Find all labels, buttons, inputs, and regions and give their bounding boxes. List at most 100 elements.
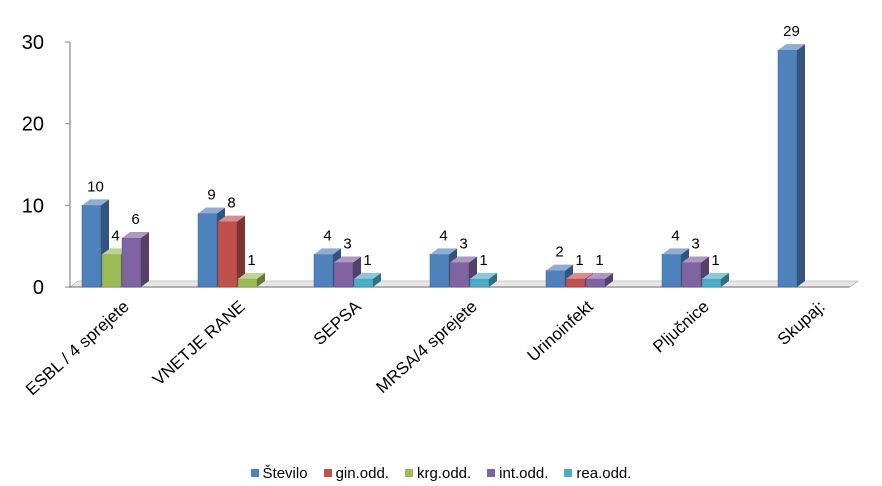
bar-front [237,278,258,288]
bars [81,44,805,288]
bar-side [373,272,381,287]
data-label: 3 [343,236,351,253]
bar-front [469,278,490,288]
bar-top [218,215,245,222]
bar-front [81,205,102,288]
data-label: 10 [87,178,104,195]
bar [237,272,265,288]
data-label: 1 [479,252,487,269]
legend-item: rea.odd. [564,465,631,482]
data-label: 1 [247,252,255,269]
bar-front [333,262,354,288]
data-label: 2 [555,244,563,261]
bar-side [489,272,497,287]
bar [469,272,497,288]
data-label: 3 [459,236,467,253]
bar-top [546,264,573,271]
legend-item: gin.odd. [323,464,389,482]
legend-swatch [564,469,573,477]
bar-side [721,272,729,287]
bar-front [777,49,798,288]
bar-top [450,256,477,263]
category-label: Skupaj: [774,297,829,349]
bar-top [470,272,497,279]
category-label: Pljučnice [649,297,712,357]
bar-top [238,272,265,279]
bar-top [354,272,381,279]
bar-side [797,44,805,287]
data-label: 9 [207,187,215,204]
axes: 0 10 20 30 ESBL / 4 sprejete VNETJE RANE SEPSA… [22,32,859,399]
bar [217,215,245,288]
legend-item: Število [250,464,308,482]
bar-top [682,256,709,263]
legend-swatch [250,469,259,477]
bar-front [197,213,218,288]
category-label: SEPSA [310,296,365,348]
data-label: 29 [783,23,800,40]
bar [777,44,805,288]
legend-label: int.odd. [499,464,549,482]
bar-front [681,262,702,288]
data-label: 4 [111,227,119,244]
y-tick-label: 0 [33,277,44,299]
y-tick-label: 10 [22,195,44,217]
bar-top [702,272,729,279]
bar-front [121,237,142,288]
bar-top [662,248,689,255]
bar-front [661,254,682,288]
y-tick-label: 20 [22,114,44,136]
data-label: 4 [439,227,447,244]
bar-top [586,272,613,279]
bar-top [122,232,149,238]
bar-front [217,221,238,288]
legend: Število gin.odd. krg.odd. int.odd. rea.odd. [0,462,882,484]
bar-front [449,262,470,288]
legend-item: krg.odd. [404,464,472,482]
legend-label: gin.odd. [335,464,389,482]
bar-top [334,256,361,263]
data-label: 3 [691,236,699,253]
bar-top [430,248,457,255]
data-label: 1 [711,252,719,269]
bar-front [585,278,606,288]
bar-front [701,278,722,288]
category-label: MRSA/4 sprejete [372,297,480,397]
chart: 0 10 20 30 ESBL / 4 sprejete VNETJE RANE SEPSA… [22,23,859,399]
data-label: 4 [671,227,679,244]
bar-front [565,278,586,288]
legend-swatch [323,469,332,477]
bar [701,272,729,288]
legend-swatch [404,469,413,477]
bar-side [237,215,245,287]
bar-top [566,272,593,279]
bar-top [314,248,341,255]
category-label: ESBL / 4 sprejete [22,297,133,399]
data-label: 6 [131,211,139,228]
bar [585,272,613,288]
bar-top [198,207,225,214]
data-label: 4 [323,227,331,244]
bar-side [141,232,149,287]
bar-side [257,272,265,287]
bar-top [778,44,805,51]
bar-front [353,278,374,288]
legend-label: krg.odd. [416,464,472,482]
data-label: 1 [595,252,603,269]
bar-side [605,272,613,287]
bar-front [313,254,334,288]
data-label: 1 [575,252,583,269]
bar [353,272,381,288]
data-label: 1 [363,252,371,269]
legend-swatch [487,469,496,477]
bar-front [429,254,450,288]
y-tick-label: 30 [22,32,44,54]
category-label: Urinoinfekt [524,297,597,366]
legend-label: Število [262,464,308,482]
bar-front [545,270,566,288]
bar [121,232,149,288]
data-label: 8 [227,195,235,212]
legend-item: int.odd. [487,465,548,482]
category-label: VNETJE RANE [149,297,249,390]
